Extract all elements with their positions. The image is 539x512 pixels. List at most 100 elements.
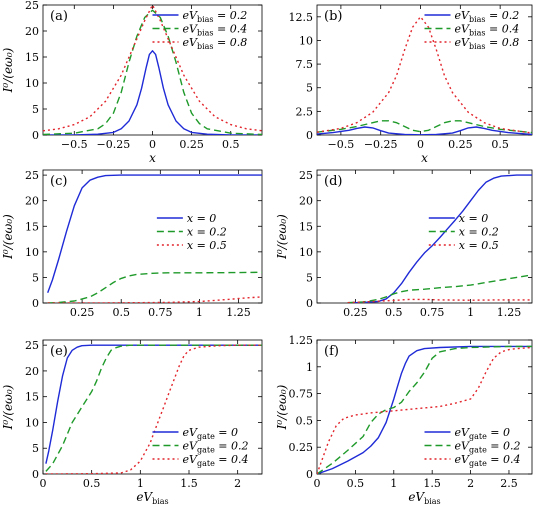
x-tick-label: −0.25 bbox=[97, 138, 131, 151]
y-tick-label: 1.25 bbox=[289, 334, 314, 347]
x-tick-label: 2 bbox=[467, 477, 474, 490]
y-tick-label: 25 bbox=[25, 339, 39, 352]
panel-label: (f) bbox=[324, 344, 339, 359]
series-line bbox=[317, 120, 532, 134]
legend-label: x = 0.5 bbox=[459, 239, 499, 252]
series-line bbox=[43, 9, 262, 135]
y-tick-label: 15 bbox=[299, 220, 313, 233]
x-tick-label: 1 bbox=[467, 306, 474, 319]
y-tick-label: 2.5 bbox=[296, 105, 314, 118]
x-tick-label: 1 bbox=[137, 477, 144, 490]
y-tick-label: 25 bbox=[25, 169, 39, 182]
x-axis-label: x bbox=[421, 151, 428, 165]
x-tick-label: 0.5 bbox=[222, 138, 240, 151]
legend-label: eVbias = 0.8 bbox=[183, 36, 248, 51]
series-group bbox=[45, 344, 262, 474]
x-tick-label: 0.5 bbox=[112, 306, 130, 319]
panel-label: (e) bbox=[50, 344, 68, 359]
panel-b: −0.5 −0.25 0 0.25 0.5 0 2.5 5 7.5 10 12.5 (b) eVbias… bbox=[289, 4, 533, 165]
x-tick-label: 0.25 bbox=[70, 306, 95, 319]
series-line bbox=[47, 271, 262, 303]
y-axis-label: I⁰/(eω₀) bbox=[1, 47, 15, 93]
legend-label: eVbias = 0.2 bbox=[183, 9, 248, 24]
series-group bbox=[43, 5, 262, 135]
axes-frame bbox=[316, 339, 533, 475]
legend-label: eVgate = 0.4 bbox=[455, 453, 521, 468]
x-tick-label: 0.5 bbox=[491, 138, 509, 151]
y-tick-label: 0 bbox=[306, 297, 313, 310]
y-axis-label: I⁰/(eω₀) bbox=[1, 384, 15, 430]
axes-frame bbox=[42, 169, 263, 304]
y-axis-label: I⁰/(eω₀) bbox=[275, 214, 289, 260]
series-group bbox=[317, 16, 532, 135]
legend-label: eVgate = 0 bbox=[455, 426, 511, 441]
y-tick-label: 0 bbox=[306, 468, 313, 481]
legend-label: x = 0.2 bbox=[459, 226, 499, 239]
panel-label: (a) bbox=[50, 9, 68, 24]
x-tick-label: 0 bbox=[314, 477, 321, 490]
y-tick-label: 5 bbox=[32, 271, 39, 284]
legend-label: eVgate = 0 bbox=[183, 426, 239, 441]
y-tick-label: 25 bbox=[25, 0, 39, 12]
legend-label: eVbias = 0.4 bbox=[183, 23, 248, 38]
x-tick-label: 0.25 bbox=[343, 306, 368, 319]
x-tick-label: 1.25 bbox=[497, 306, 522, 319]
series-line bbox=[347, 174, 532, 303]
series-line bbox=[47, 296, 262, 303]
y-tick-label: 10 bbox=[25, 77, 39, 90]
y-tick-label: 0.5 bbox=[296, 414, 314, 427]
y-tick-label: 5 bbox=[306, 82, 313, 95]
y-tick-label: 15 bbox=[25, 220, 39, 233]
y-tick-label: 0 bbox=[32, 297, 39, 310]
y-tick-label: 10 bbox=[25, 246, 39, 259]
x-tick-label: 1.5 bbox=[180, 477, 198, 490]
y-tick-label: 10 bbox=[299, 34, 313, 47]
x-tick-label: 2 bbox=[234, 477, 241, 490]
x-axis-label: eVbias bbox=[408, 490, 440, 506]
axes-frame bbox=[316, 169, 533, 304]
series-line bbox=[347, 274, 532, 303]
x-tick-label: −0.25 bbox=[364, 138, 398, 151]
x-tick-label: 0.5 bbox=[385, 306, 403, 319]
legend-label: eVgate = 0.2 bbox=[455, 440, 521, 455]
y-tick-label: 20 bbox=[25, 195, 39, 208]
legend-label: eVbias = 0.4 bbox=[455, 23, 520, 38]
y-tick-label: 12.5 bbox=[289, 11, 314, 24]
x-tick-label: 0.25 bbox=[448, 138, 473, 151]
series-group bbox=[47, 174, 262, 303]
y-tick-label: 1 bbox=[306, 361, 313, 374]
axes-frame bbox=[42, 339, 263, 475]
x-axis-label: x bbox=[149, 151, 156, 165]
y-tick-label: 25 bbox=[299, 169, 313, 182]
y-tick-label: 0 bbox=[306, 129, 313, 142]
y-tick-label: 10 bbox=[25, 416, 39, 429]
panel-f: 0 0.5 1 1.5 2 2.5 0 0.25 0.5 0.75 1 1.25 (f) eVgate =… bbox=[275, 334, 533, 506]
legend-label: x = 0 bbox=[459, 212, 488, 225]
y-tick-label: 0.75 bbox=[289, 388, 314, 401]
y-tick-label: 20 bbox=[25, 25, 39, 38]
legend-label: eVbias = 0.2 bbox=[455, 9, 520, 24]
series-line bbox=[47, 174, 262, 294]
y-tick-label: 20 bbox=[299, 195, 313, 208]
y-axis-label: I⁰/(eω₀) bbox=[275, 384, 289, 430]
series-line bbox=[317, 346, 532, 474]
series-line bbox=[43, 50, 262, 135]
y-tick-label: 5 bbox=[306, 271, 313, 284]
y-tick-label: 0 bbox=[32, 129, 39, 142]
legend-label: x = 0.5 bbox=[187, 239, 227, 252]
x-tick-label: 0.25 bbox=[179, 138, 204, 151]
legend: x = 0x = 0.2x = 0.5 bbox=[428, 212, 499, 252]
x-tick-label: 0 bbox=[40, 477, 47, 490]
y-axis-label: I⁰/(eω₀) bbox=[1, 214, 15, 260]
panel-label: (d) bbox=[324, 174, 342, 189]
x-tick-label: 0 bbox=[149, 138, 156, 151]
x-tick-label: 1 bbox=[390, 477, 397, 490]
panel-a: −0.5 −0.25 0 0.25 0.5 0 5 10 15 20 25 (a) eVbias = 0… bbox=[1, 0, 263, 165]
